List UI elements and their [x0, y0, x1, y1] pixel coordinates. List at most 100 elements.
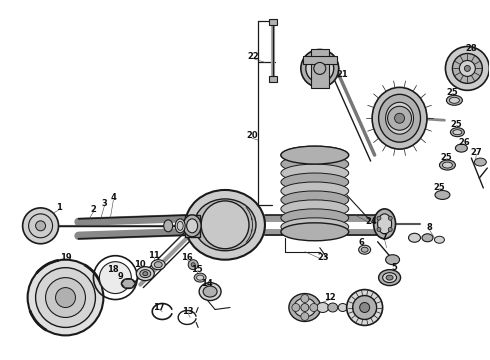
Text: 9: 9 — [118, 272, 123, 281]
Circle shape — [99, 262, 131, 293]
Ellipse shape — [143, 272, 148, 276]
Circle shape — [452, 54, 482, 84]
Text: 11: 11 — [148, 251, 160, 260]
Text: 28: 28 — [466, 44, 477, 53]
Ellipse shape — [281, 164, 349, 182]
Ellipse shape — [435, 190, 450, 199]
Text: 27: 27 — [470, 148, 482, 157]
Ellipse shape — [317, 302, 329, 312]
Polygon shape — [122, 279, 135, 288]
Text: 25: 25 — [446, 88, 458, 97]
Ellipse shape — [183, 215, 201, 237]
Text: 14: 14 — [201, 279, 213, 288]
Ellipse shape — [349, 304, 357, 311]
Text: 17: 17 — [153, 303, 165, 312]
Ellipse shape — [435, 236, 444, 243]
Text: 25: 25 — [434, 184, 445, 193]
Ellipse shape — [440, 160, 455, 170]
Bar — [311, 49, 329, 88]
Ellipse shape — [294, 298, 316, 317]
Text: 23: 23 — [317, 253, 329, 262]
Ellipse shape — [450, 128, 465, 137]
Circle shape — [188, 260, 198, 270]
Ellipse shape — [187, 219, 197, 233]
Circle shape — [465, 66, 470, 71]
Text: 20: 20 — [246, 131, 258, 140]
Ellipse shape — [281, 191, 349, 209]
Ellipse shape — [442, 162, 452, 168]
Text: 12: 12 — [324, 293, 336, 302]
Text: 25: 25 — [450, 120, 462, 129]
Bar — [269, 19, 277, 24]
Ellipse shape — [383, 273, 396, 283]
Ellipse shape — [199, 283, 221, 301]
Text: 4: 4 — [110, 193, 116, 202]
Circle shape — [36, 221, 46, 231]
Ellipse shape — [455, 144, 467, 152]
Ellipse shape — [122, 279, 135, 289]
Ellipse shape — [281, 155, 349, 173]
Ellipse shape — [281, 146, 349, 164]
Text: 5: 5 — [392, 263, 397, 272]
Text: 24: 24 — [366, 217, 377, 226]
Ellipse shape — [378, 214, 392, 234]
Circle shape — [314, 62, 326, 75]
Ellipse shape — [140, 270, 151, 278]
Circle shape — [301, 294, 309, 302]
Bar — [303, 57, 337, 64]
Circle shape — [310, 303, 318, 311]
Ellipse shape — [374, 209, 395, 239]
Circle shape — [55, 288, 75, 307]
Text: 15: 15 — [191, 265, 203, 274]
Circle shape — [36, 268, 96, 328]
Ellipse shape — [453, 130, 462, 135]
Circle shape — [394, 113, 405, 123]
Ellipse shape — [177, 221, 183, 230]
Text: 18: 18 — [106, 265, 118, 274]
Circle shape — [388, 216, 392, 220]
Ellipse shape — [281, 223, 349, 241]
Ellipse shape — [328, 303, 338, 312]
Circle shape — [28, 214, 52, 238]
Ellipse shape — [154, 262, 162, 268]
Ellipse shape — [386, 255, 399, 265]
Circle shape — [460, 60, 475, 76]
Ellipse shape — [281, 173, 349, 191]
Circle shape — [360, 302, 369, 312]
Circle shape — [353, 296, 377, 319]
Ellipse shape — [281, 200, 349, 218]
Circle shape — [388, 228, 392, 231]
Ellipse shape — [379, 94, 420, 142]
Circle shape — [191, 263, 195, 267]
Text: 10: 10 — [134, 260, 146, 269]
Ellipse shape — [196, 275, 204, 280]
Circle shape — [292, 303, 300, 311]
Circle shape — [301, 312, 309, 320]
Ellipse shape — [281, 218, 349, 236]
Ellipse shape — [446, 95, 463, 105]
Text: 25: 25 — [441, 153, 452, 162]
Ellipse shape — [449, 97, 460, 103]
Ellipse shape — [474, 158, 486, 166]
Ellipse shape — [409, 233, 420, 242]
Text: 1: 1 — [55, 203, 61, 212]
Ellipse shape — [164, 220, 172, 232]
Text: 13: 13 — [182, 307, 194, 316]
Text: 26: 26 — [459, 138, 470, 147]
Circle shape — [27, 260, 103, 336]
Circle shape — [347, 289, 383, 325]
Text: 6: 6 — [359, 238, 365, 247]
Polygon shape — [185, 215, 200, 237]
Ellipse shape — [361, 247, 368, 252]
Text: 8: 8 — [427, 223, 432, 232]
Text: 2: 2 — [91, 206, 97, 215]
Ellipse shape — [386, 102, 414, 134]
Ellipse shape — [281, 182, 349, 200]
Ellipse shape — [194, 273, 206, 282]
Text: 7: 7 — [382, 233, 388, 242]
Ellipse shape — [194, 199, 256, 251]
Ellipse shape — [281, 146, 349, 164]
Ellipse shape — [386, 275, 393, 280]
Ellipse shape — [379, 270, 400, 285]
Ellipse shape — [306, 54, 334, 82]
